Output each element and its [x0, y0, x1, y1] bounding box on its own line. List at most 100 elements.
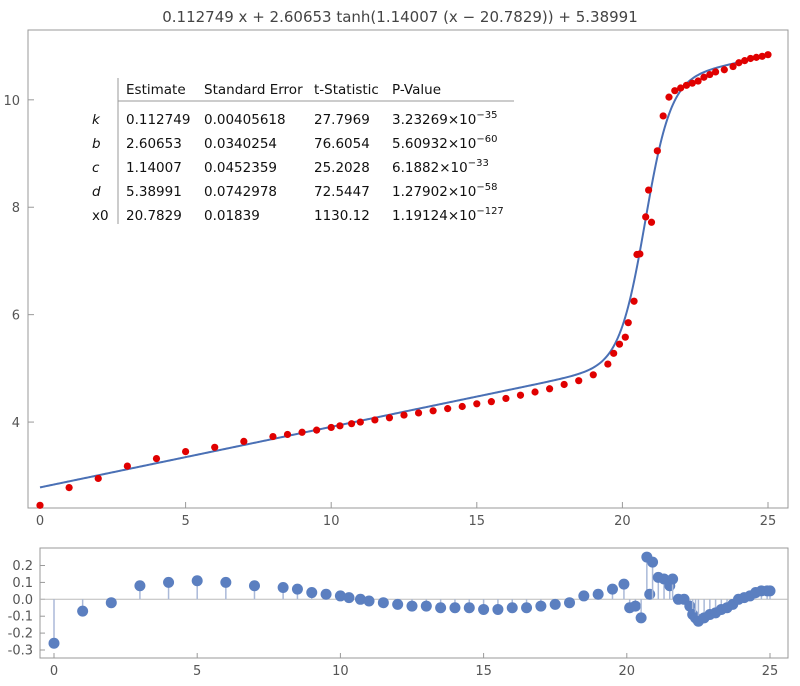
- data-point: [604, 360, 612, 368]
- data-point: [269, 432, 277, 441]
- residual-point: [644, 588, 656, 600]
- residual-point: [220, 576, 232, 588]
- table-header-estimate: Estimate: [126, 82, 186, 98]
- residual-point: [77, 605, 89, 617]
- data-point: [729, 62, 737, 71]
- data-point: [371, 416, 379, 424]
- residual-x-tick-label: 25: [762, 664, 779, 679]
- data-point: [211, 443, 219, 451]
- table-estimate: 1.14007: [126, 160, 182, 176]
- residual-point: [134, 580, 146, 592]
- residual-point: [406, 600, 418, 612]
- table-estimate: 0.112749: [126, 112, 190, 128]
- data-point: [36, 501, 44, 509]
- data-point: [152, 454, 161, 463]
- table-param: k: [92, 112, 101, 128]
- data-point: [752, 53, 760, 61]
- residual-stems: [40, 551, 788, 649]
- data-point: [531, 388, 539, 396]
- data-point: [746, 54, 755, 63]
- y-tick-label: 6: [12, 309, 20, 324]
- table-pvalue-exponent: −35: [476, 110, 497, 121]
- x-tick-label: 20: [614, 514, 631, 529]
- table-tstat: 1130.12: [314, 208, 370, 224]
- data-point: [636, 250, 644, 258]
- x-tick-label: 0: [36, 514, 44, 529]
- table-header-pvalue: P-Value: [392, 82, 441, 98]
- table-pvalue: 3.23269×10−35: [392, 110, 497, 128]
- table-header-stderr: Standard Error: [204, 82, 303, 98]
- residual-point: [578, 590, 590, 602]
- data-point: [642, 213, 650, 221]
- data-point: [240, 437, 248, 446]
- data-point: [283, 430, 292, 439]
- y-tick-label: 4: [12, 416, 20, 431]
- data-point: [560, 380, 568, 389]
- table-tstat: 27.7969: [314, 112, 370, 128]
- data-point: [735, 59, 743, 67]
- residual-point: [277, 581, 289, 593]
- data-point: [356, 418, 364, 426]
- table-stderr: 0.0340254: [204, 136, 277, 152]
- data-point: [487, 398, 495, 406]
- table-pvalue: 6.1882×10−33: [392, 158, 489, 176]
- data-point: [313, 426, 321, 434]
- data-point: [758, 52, 766, 60]
- y-axis-ticks: 4 6 8 10: [3, 94, 34, 431]
- residual-frame: [39, 547, 789, 659]
- residual-point: [647, 556, 659, 568]
- residual-point: [463, 602, 475, 614]
- data-point: [327, 423, 335, 432]
- table-param: c: [92, 160, 100, 176]
- table-pvalue: 5.60932×10−60: [392, 134, 497, 152]
- residual-x-axis-ticks: 0 5 10 15 20 25: [50, 653, 778, 679]
- table-estimate: 5.38991: [126, 184, 182, 200]
- residual-x-tick-label: 20: [619, 664, 636, 679]
- data-point: [546, 385, 554, 393]
- data-point: [575, 377, 583, 385]
- residual-point: [334, 590, 346, 602]
- data-point: [444, 405, 452, 413]
- data-point: [645, 186, 653, 194]
- y-tick-label: 8: [12, 201, 20, 216]
- parameter-table: Estimate Standard Error t-Statistic P-Va…: [92, 78, 514, 224]
- data-point: [665, 93, 673, 101]
- residual-point: [306, 587, 318, 599]
- data-point: [682, 81, 691, 89]
- data-point: [473, 400, 481, 408]
- data-point: [400, 411, 408, 419]
- residual-point: [435, 602, 447, 614]
- data-point: [720, 66, 728, 74]
- table-stderr: 0.0742978: [204, 184, 277, 200]
- x-tick-label: 10: [323, 514, 340, 529]
- data-point: [624, 319, 632, 327]
- data-point: [65, 483, 73, 492]
- residual-point: [377, 597, 389, 609]
- residual-plot: 0 5 10 15 20 25 0.2 0.1 0.0 -0.1 -0.2 -0.3: [8, 547, 789, 679]
- data-point: [123, 462, 131, 470]
- residual-point: [191, 575, 203, 587]
- x-tick-label: 5: [181, 514, 189, 529]
- x-tick-label: 25: [760, 514, 777, 529]
- residual-point: [449, 602, 461, 614]
- residual-point: [521, 602, 533, 614]
- table-rows: k 0.112749 0.00405618 27.7969 3.23269×10−35 b…: [92, 110, 504, 224]
- table-stderr: 0.00405618: [204, 112, 286, 128]
- data-point: [336, 422, 344, 430]
- data-point: [502, 394, 510, 403]
- data-point: [711, 68, 720, 76]
- residual-point: [478, 603, 490, 615]
- fit-plot: 0.112749 x + 2.60653 tanh(1.14007 (x − 2…: [3, 8, 789, 529]
- residual-y-tick-label: -0.2: [8, 627, 33, 642]
- x-tick-label: 15: [469, 514, 486, 529]
- table-pvalue-exponent: −127: [476, 206, 503, 217]
- x-axis-ticks: 0 5 10 15 20 25: [36, 502, 776, 529]
- residual-point: [420, 600, 432, 612]
- residual-point: [506, 602, 518, 614]
- data-point: [347, 420, 356, 428]
- data-point: [516, 391, 525, 399]
- chart-title: 0.112749 x + 2.60653 tanh(1.14007 (x − 2…: [162, 8, 638, 26]
- residual-point: [764, 585, 776, 597]
- residual-x-tick-label: 10: [332, 664, 349, 679]
